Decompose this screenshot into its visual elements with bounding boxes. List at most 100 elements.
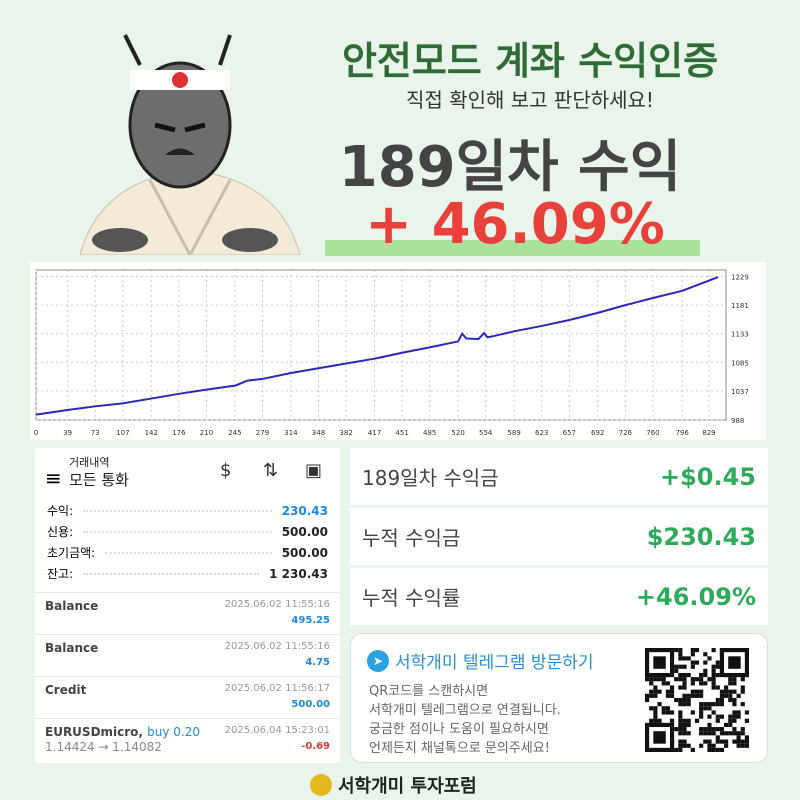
qr-code[interactable] — [645, 648, 749, 752]
x-tick-label: 623 — [535, 429, 548, 437]
qr-module — [669, 693, 675, 698]
qr-module — [674, 677, 679, 682]
qr-module — [732, 681, 737, 686]
qr-module — [715, 735, 720, 740]
qr-module — [678, 743, 683, 748]
qr-module — [707, 656, 712, 661]
qr-module — [678, 722, 683, 728]
daily-profit-card: 189일차 수익금 +$0.45 — [350, 448, 768, 505]
qr-module — [715, 718, 720, 723]
dotted-leader — [83, 530, 272, 533]
qr-module — [645, 693, 650, 698]
qr-module — [653, 693, 658, 698]
qr-module — [674, 668, 679, 673]
y-tick-label: 1229 — [731, 274, 749, 282]
summary-label: 신용: — [47, 525, 74, 539]
currency-exchange-icon[interactable]: $ — [220, 460, 232, 481]
account-icon[interactable]: ▣ — [305, 460, 323, 481]
telegram-line: 서학개미 텔레그램으로 연결됩니다. — [369, 703, 561, 718]
qr-module — [711, 668, 716, 673]
qr-module — [665, 710, 670, 715]
menu-icon[interactable]: ≡ — [45, 466, 62, 490]
qr-module — [682, 731, 687, 736]
qr-module — [703, 702, 708, 707]
qr-module — [732, 714, 737, 719]
qr-module — [694, 660, 700, 665]
transaction-row[interactable]: Credit 2025.06.02 11:56:17 500.00 — [35, 676, 340, 718]
y-tick-label: 1133 — [731, 331, 749, 339]
currency-filter[interactable]: 모든 통화 — [69, 471, 129, 489]
transaction-date: 2025.06.02 11:56:17 — [224, 683, 330, 694]
trade-row[interactable]: EURUSDmicro, buy 0.20 1.14424 → 1.14082 … — [35, 718, 340, 760]
x-tick-label: 107 — [116, 429, 129, 437]
qr-module — [686, 702, 691, 707]
cumulative-return-card: 누적 수익률 +46.09% — [350, 568, 768, 625]
trade-history-panel: ≡ 거래내역 모든 통화 $ ⇅ ▣ 수익: 230.43 신용: 500.00 초기금… — [35, 448, 340, 763]
qr-module — [678, 710, 683, 715]
qr-module — [703, 731, 708, 736]
qr-module — [686, 731, 691, 736]
qr-module — [661, 681, 666, 686]
qr-module — [665, 689, 670, 694]
qr-module — [649, 718, 654, 723]
qr-module — [699, 743, 704, 748]
qr-module — [724, 689, 729, 694]
qr-module — [719, 731, 725, 736]
qr-module — [665, 706, 670, 711]
qr-module — [715, 747, 720, 752]
qr-module — [682, 718, 687, 723]
page-subtitle: 직접 확인해 보고 판단하세요! — [406, 88, 654, 112]
summary-label: 초기금액: — [47, 546, 96, 560]
qr-module — [703, 672, 708, 678]
telegram-title[interactable]: 서학개미 텔레그램 방문하기 — [395, 653, 594, 673]
telegram-card[interactable]: ➤ 서학개미 텔레그램 방문하기 QR코드를 스캔하시면 서학개미 텔레그램으로 … — [350, 633, 768, 763]
qr-module — [682, 681, 687, 686]
card-label: 누적 수익률 — [362, 586, 461, 610]
qr-module — [682, 664, 687, 669]
qr-module — [740, 727, 745, 732]
qr-module — [682, 722, 687, 728]
qr-module — [719, 689, 725, 694]
trade-side: buy 0.20 — [147, 725, 201, 739]
qr-module — [657, 689, 662, 694]
summary-value: 230.43 — [281, 503, 328, 518]
qr-module — [678, 677, 683, 682]
qr-module — [678, 685, 683, 690]
qr-module — [707, 747, 712, 752]
qr-module — [678, 652, 683, 657]
qr-module — [678, 714, 683, 719]
qr-module — [724, 743, 729, 748]
qr-module — [736, 735, 741, 740]
profit-percent: + 46.09% — [365, 192, 665, 257]
qr-module — [682, 697, 687, 703]
sort-icon[interactable]: ⇅ — [263, 460, 279, 481]
qr-module — [707, 706, 712, 711]
qr-module — [699, 672, 704, 678]
transaction-row[interactable]: Balance 2025.06.02 11:55:16 495.25 — [35, 592, 340, 634]
transaction-row[interactable]: Balance 2025.06.02 11:55:16 4.75 — [35, 634, 340, 676]
qr-module — [694, 693, 700, 698]
qr-module — [711, 710, 716, 715]
qr-module — [707, 731, 712, 736]
qr-module — [740, 743, 745, 748]
qr-module — [728, 693, 733, 698]
y-tick-label: 1181 — [731, 302, 749, 310]
qr-module — [740, 702, 745, 707]
qr-module — [724, 731, 729, 736]
qr-module — [711, 677, 716, 682]
qr-module — [732, 689, 737, 694]
qr-module — [719, 739, 725, 744]
qr-module — [690, 689, 695, 694]
card-value: $230.43 — [646, 522, 756, 551]
qr-module — [694, 689, 700, 694]
qr-module — [686, 743, 691, 748]
qr-module — [719, 693, 725, 698]
coin-logo-icon — [310, 774, 332, 796]
qr-module — [699, 693, 704, 698]
qr-module — [686, 697, 691, 703]
qr-module — [728, 697, 733, 703]
summary-value: 1 230.43 — [269, 566, 328, 581]
qr-module — [703, 681, 708, 686]
dotted-leader — [105, 551, 272, 554]
transaction-amount: 495.25 — [291, 615, 330, 626]
